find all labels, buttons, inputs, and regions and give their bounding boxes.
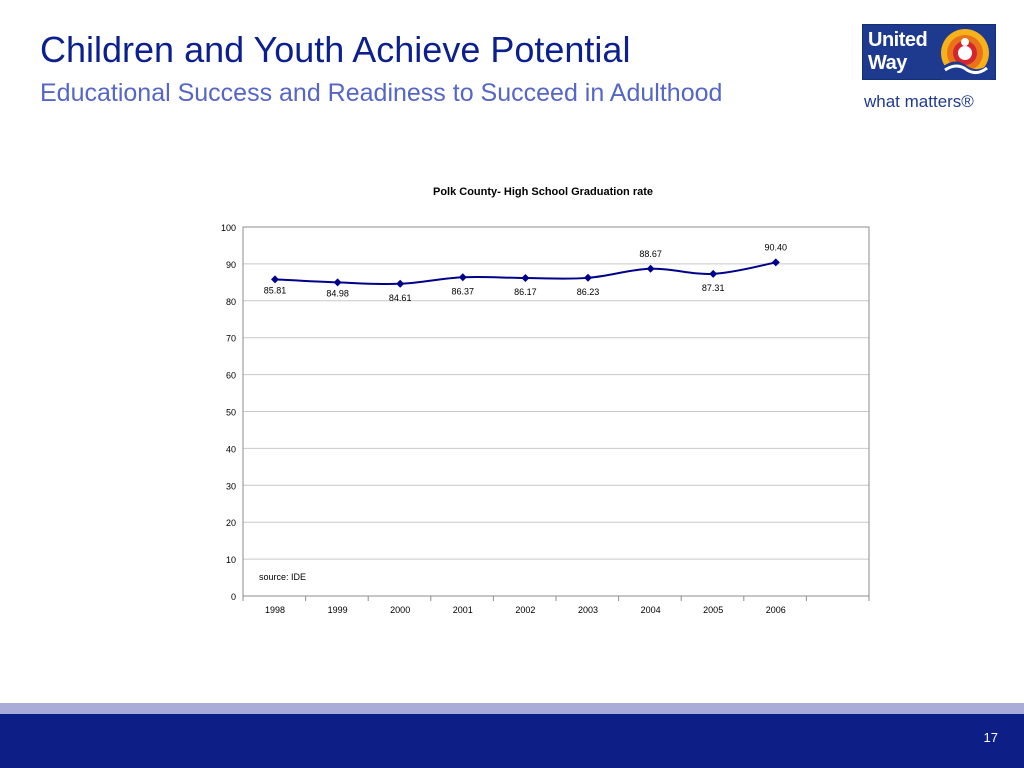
page-number: 17 (983, 730, 998, 745)
helping-hand-icon (941, 29, 991, 80)
y-tick-label: 40 (226, 444, 236, 454)
y-tick-label: 90 (226, 260, 236, 270)
logo-word-way: Way (868, 52, 907, 74)
y-tick-label: 30 (226, 481, 236, 491)
x-tick-label: 1998 (265, 605, 285, 615)
y-tick-label: 70 (226, 334, 236, 344)
data-point-marker (271, 275, 279, 284)
graduation-rate-chart: Polk County- High School Graduation rate… (221, 186, 870, 615)
data-label: 85.81 (264, 285, 287, 295)
y-tick-label: 80 (226, 297, 236, 307)
y-tick-label: 0 (231, 592, 236, 602)
y-tick-label: 60 (226, 371, 236, 381)
x-tick-label: 2001 (453, 605, 473, 615)
data-label: 86.17 (514, 287, 537, 297)
x-tick-label: 2002 (515, 605, 535, 615)
data-point-marker (646, 264, 655, 273)
x-tick-label: 2004 (641, 605, 661, 615)
united-way-logo: United Way (862, 24, 996, 80)
data-label: 87.31 (702, 283, 725, 293)
x-tick-label: 2003 (578, 605, 598, 615)
logo-word-united: United (868, 29, 928, 51)
y-tick-label: 50 (226, 408, 236, 418)
x-tick-label: 1999 (328, 605, 348, 615)
data-label: 84.98 (326, 288, 349, 298)
slide-title: Children and Youth Achieve Potential (40, 29, 631, 70)
footer-dark-band (0, 714, 1024, 768)
slide-subtitle: Educational Success and Readiness to Suc… (40, 79, 723, 107)
y-tick-label: 20 (226, 518, 236, 528)
data-point-marker (333, 278, 342, 287)
data-point-marker (521, 274, 530, 283)
source-annotation: source: IDE (259, 572, 306, 582)
data-label: 90.40 (765, 242, 788, 252)
x-tick-label: 2006 (766, 605, 786, 615)
footer-light-band (0, 703, 1024, 714)
data-label: 86.37 (452, 286, 475, 296)
logo-tagline: what matters® (864, 92, 974, 111)
chart-title: Polk County- High School Graduation rate (433, 186, 653, 198)
y-tick-label: 10 (226, 555, 236, 565)
data-point-marker (396, 279, 405, 288)
data-point-marker (771, 258, 780, 267)
data-label: 88.67 (639, 249, 662, 259)
data-label: 86.23 (577, 287, 600, 297)
data-point-marker (709, 269, 718, 278)
data-point-marker (458, 273, 467, 282)
x-tick-label: 2000 (390, 605, 410, 615)
data-label: 84.61 (389, 293, 412, 303)
data-point-marker (584, 273, 592, 282)
x-tick-label: 2005 (703, 605, 723, 615)
y-tick-label: 100 (221, 223, 236, 233)
